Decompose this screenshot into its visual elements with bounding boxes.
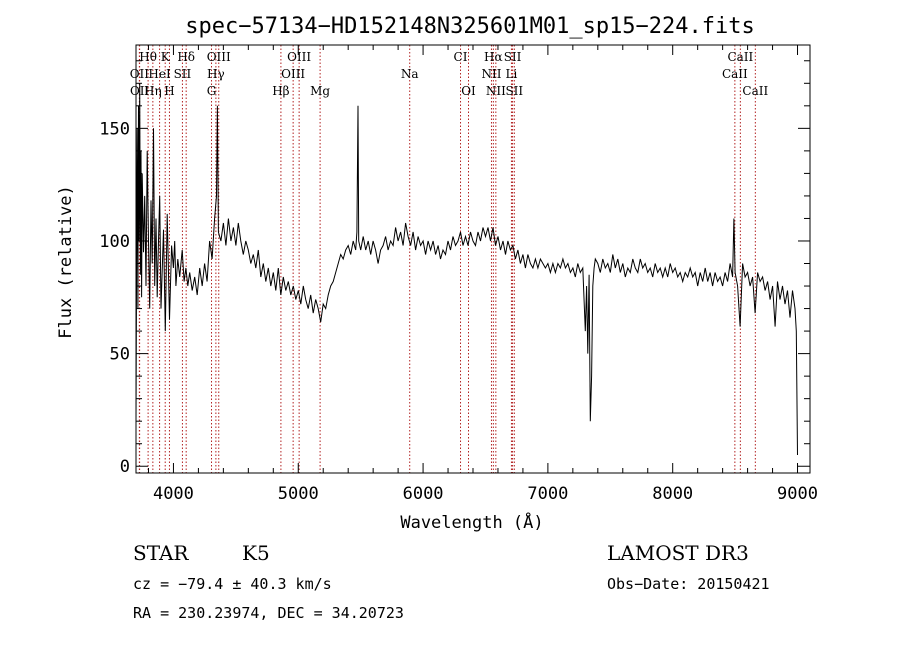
y-tick-label: 100 xyxy=(99,232,130,252)
spectral-line-label: Hθ xyxy=(139,50,157,64)
spectral-line-label: Li xyxy=(506,67,518,81)
survey-name: LAMOST DR3 xyxy=(607,541,749,565)
spectral-line-label: OII xyxy=(130,67,150,81)
plot-frame xyxy=(135,44,811,474)
x-tick-label: 4000 xyxy=(153,484,194,504)
spectral-line-markers xyxy=(138,45,756,473)
spectral-line-label: SII xyxy=(504,50,522,64)
spectral-line-label: OI xyxy=(461,84,476,98)
x-tick-label: 9000 xyxy=(777,484,818,504)
spectral-line-label: OIII xyxy=(281,67,305,81)
x-axis-ticks: 4000 5000 6000 7000 8000 9000 xyxy=(147,45,818,504)
object-subclass: K5 xyxy=(242,541,270,565)
x-tick-label: 5000 xyxy=(278,484,319,504)
x-tick-label: 8000 xyxy=(652,484,693,504)
spectral-line-label: SII xyxy=(505,84,523,98)
spectral-line-label: G xyxy=(207,84,217,98)
x-axis-title: Wavelength (Å) xyxy=(400,511,543,533)
spectral-line-label: OIII xyxy=(287,50,311,64)
spectral-line-label: K xyxy=(161,50,171,64)
y-axis-title: Flux (relative) xyxy=(56,185,76,339)
chart-title: spec−57134−HD152148N325601M01_sp15−224.f… xyxy=(185,14,755,39)
spectral-line-label: CaII xyxy=(722,67,748,81)
spectral-line-label: SII xyxy=(174,67,192,81)
spectral-line-label: H xyxy=(164,84,174,98)
spectral-line-label: CaII xyxy=(727,50,753,64)
spectral-line-label: NII xyxy=(481,67,501,81)
y-tick-label: 50 xyxy=(110,345,130,365)
spectral-line-label: Hδ xyxy=(177,50,195,64)
spectral-line-label: Mg xyxy=(310,84,330,98)
x-tick-label: 7000 xyxy=(527,484,568,504)
spectral-line-label: CaII xyxy=(742,84,768,98)
y-tick-label: 150 xyxy=(99,119,130,139)
spectral-line-label: OIII xyxy=(207,50,231,64)
spectral-line-label: Hη xyxy=(144,84,162,98)
y-tick-label: 0 xyxy=(120,457,130,477)
spectrum-line xyxy=(135,83,798,456)
coordinates: RA = 230.23974, DEC = 34.20723 xyxy=(133,604,404,622)
spectral-line-label: Hβ xyxy=(272,84,289,98)
spectral-line-label: CI xyxy=(454,50,468,64)
spectral-line-label: Hγ xyxy=(207,67,225,81)
spectral-line-label: NII xyxy=(486,84,506,98)
object-class: STAR xyxy=(133,541,189,565)
y-axis-ticks: 0 50 100 150 xyxy=(99,60,810,477)
spectral-line-label: Hα xyxy=(484,50,503,64)
redshift-readout: cz = −79.4 ± 40.3 km/s xyxy=(133,575,332,593)
x-tick-label: 6000 xyxy=(403,484,444,504)
obs-date: Obs−Date: 20150421 xyxy=(607,575,770,593)
spectral-line-label: HeI xyxy=(148,67,171,81)
spectral-line-label: Na xyxy=(401,67,419,81)
